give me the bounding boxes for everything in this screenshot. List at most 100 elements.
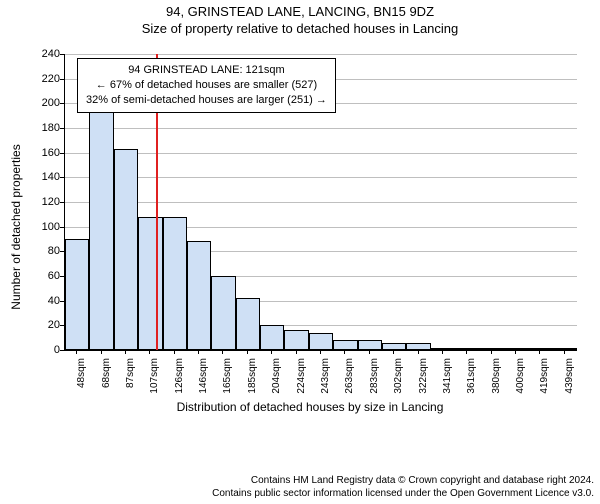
footer-attribution: Contains HM Land Registry data © Crown c…	[212, 474, 594, 500]
y-tick-label: 0	[30, 344, 60, 356]
y-tick-mark	[60, 54, 64, 55]
histogram-bar	[528, 348, 552, 350]
x-tick-mark	[344, 350, 345, 354]
footer-line: Contains public sector information licen…	[212, 487, 594, 500]
x-tick-label: 204sqm	[271, 358, 282, 408]
y-tick-label: 160	[30, 147, 60, 159]
y-tick-mark	[60, 79, 64, 80]
x-tick-label: 165sqm	[222, 358, 233, 408]
x-tick-label: 400sqm	[515, 358, 526, 408]
x-tick-mark	[418, 350, 419, 354]
x-tick-mark	[198, 350, 199, 354]
x-tick-mark	[539, 350, 540, 354]
x-tick-label: 302sqm	[393, 358, 404, 408]
x-tick-mark	[149, 350, 150, 354]
annotation-box: 94 GRINSTEAD LANE: 121sqm ← 67% of detac…	[77, 58, 336, 113]
y-tick-label: 120	[30, 196, 60, 208]
y-axis-label: Number of detached properties	[9, 144, 23, 309]
histogram-bar	[406, 343, 430, 350]
x-tick-label: 243sqm	[320, 358, 331, 408]
y-tick-label: 240	[30, 48, 60, 60]
x-tick-mark	[76, 350, 77, 354]
chart-title: 94, GRINSTEAD LANE, LANCING, BN15 9DZ	[0, 4, 600, 19]
histogram-bar	[187, 241, 211, 350]
x-tick-label: 87sqm	[125, 358, 136, 408]
y-tick-label: 100	[30, 221, 60, 233]
y-tick-mark	[60, 350, 64, 351]
x-tick-label: 322sqm	[418, 358, 429, 408]
histogram-bar	[553, 348, 577, 350]
histogram-bar	[431, 348, 455, 350]
x-tick-label: 283sqm	[369, 358, 380, 408]
x-tick-mark	[491, 350, 492, 354]
histogram-bar	[163, 217, 187, 350]
histogram-bar	[333, 340, 357, 350]
y-tick-mark	[60, 301, 64, 302]
x-tick-mark	[515, 350, 516, 354]
x-tick-mark	[296, 350, 297, 354]
y-tick-label: 80	[30, 245, 60, 257]
x-tick-mark	[466, 350, 467, 354]
x-tick-label: 68sqm	[101, 358, 112, 408]
x-tick-mark	[564, 350, 565, 354]
gridline	[65, 153, 577, 154]
histogram-bar	[236, 298, 260, 350]
histogram-bar	[382, 343, 406, 350]
y-tick-mark	[60, 103, 64, 104]
histogram-bar	[284, 330, 308, 350]
y-tick-label: 20	[30, 319, 60, 331]
y-tick-label: 140	[30, 171, 60, 183]
gridline	[65, 128, 577, 129]
y-tick-label: 220	[30, 73, 60, 85]
histogram-bar	[89, 106, 113, 350]
x-tick-label: 361sqm	[466, 358, 477, 408]
histogram-bar	[479, 348, 503, 350]
x-tick-label: 185sqm	[247, 358, 258, 408]
annotation-line: 94 GRINSTEAD LANE: 121sqm	[86, 63, 327, 78]
x-tick-label: 126sqm	[174, 358, 185, 408]
x-tick-mark	[101, 350, 102, 354]
y-tick-mark	[60, 177, 64, 178]
x-tick-label: 380sqm	[491, 358, 502, 408]
y-tick-mark	[60, 325, 64, 326]
x-tick-mark	[125, 350, 126, 354]
x-tick-label: 146sqm	[198, 358, 209, 408]
histogram-bar	[114, 149, 138, 350]
chart-subtitle: Size of property relative to detached ho…	[0, 21, 600, 36]
x-tick-mark	[320, 350, 321, 354]
x-tick-mark	[369, 350, 370, 354]
y-tick-label: 60	[30, 270, 60, 282]
y-tick-label: 200	[30, 97, 60, 109]
x-tick-mark	[222, 350, 223, 354]
y-tick-mark	[60, 251, 64, 252]
x-axis-label: Distribution of detached houses by size …	[30, 400, 590, 414]
plot-area: 94 GRINSTEAD LANE: 121sqm ← 67% of detac…	[64, 54, 577, 351]
y-tick-mark	[60, 227, 64, 228]
y-tick-label: 180	[30, 122, 60, 134]
x-tick-label: 341sqm	[442, 358, 453, 408]
gridline	[65, 202, 577, 203]
y-tick-label: 40	[30, 295, 60, 307]
x-tick-mark	[442, 350, 443, 354]
x-tick-label: 224sqm	[296, 358, 307, 408]
x-tick-label: 107sqm	[149, 358, 160, 408]
histogram-bar	[138, 217, 162, 350]
chart-area: Number of detached properties 94 GRINSTE…	[30, 42, 590, 412]
footer-line: Contains HM Land Registry data © Crown c…	[212, 474, 594, 487]
x-tick-mark	[247, 350, 248, 354]
histogram-bar	[358, 340, 382, 350]
histogram-bar	[455, 348, 479, 350]
histogram-bar	[65, 239, 89, 350]
x-tick-mark	[271, 350, 272, 354]
y-tick-mark	[60, 153, 64, 154]
annotation-line: 32% of semi-detached houses are larger (…	[86, 93, 327, 108]
histogram-bar	[309, 333, 333, 350]
annotation-line: ← 67% of detached houses are smaller (52…	[86, 78, 327, 93]
x-tick-label: 263sqm	[344, 358, 355, 408]
x-tick-label: 48sqm	[76, 358, 87, 408]
gridline	[65, 54, 577, 55]
histogram-bar	[504, 348, 528, 350]
y-tick-mark	[60, 276, 64, 277]
x-tick-label: 439sqm	[564, 358, 575, 408]
histogram-bar	[211, 276, 235, 350]
